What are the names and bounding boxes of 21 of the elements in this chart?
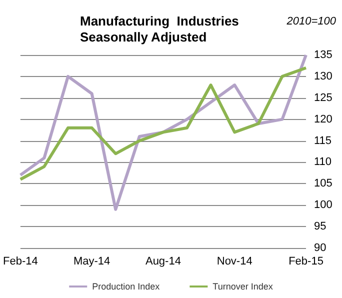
legend-label: Production Index — [92, 282, 160, 292]
y-tick-label: 135 — [314, 49, 332, 61]
y-tick-label: 95 — [314, 220, 326, 233]
line-series — [18, 66, 308, 181]
x-tick-label: Aug-14 — [145, 256, 181, 268]
y-tick-label: 90 — [314, 242, 326, 254]
legend-label: Turnover Index — [212, 282, 274, 292]
y-tick-label: 110 — [314, 156, 332, 168]
y-tick-label: 115 — [314, 134, 332, 147]
x-tick-label: Feb-15 — [288, 256, 324, 268]
chart-title: Manufacturing Industries Seasonally Adjusted — [80, 14, 239, 44]
x-tick-label: May-14 — [73, 256, 110, 268]
x-tick-label: Nov-14 — [216, 256, 252, 268]
y-tick-label: 130 — [314, 70, 332, 82]
y-tick-label: 120 — [314, 113, 332, 126]
line-series — [18, 54, 308, 211]
y-tick-label: 125 — [314, 92, 332, 104]
x-tick-label: Feb-14 — [2, 256, 38, 268]
y-tick-label: 105 — [314, 178, 332, 190]
y-tick-label: 100 — [314, 199, 332, 212]
text: 2010=100 — [286, 16, 337, 28]
